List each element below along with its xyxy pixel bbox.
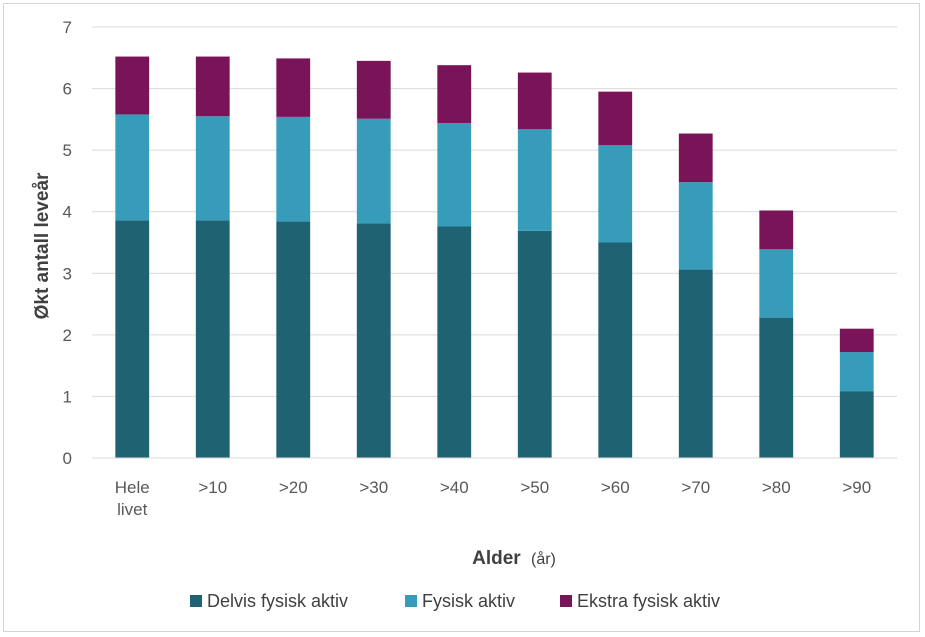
bar-segment xyxy=(839,328,874,353)
x-tick-label: >60 xyxy=(601,478,630,497)
x-tick-label: >10 xyxy=(198,478,227,497)
bar-segment xyxy=(517,72,552,130)
bar-segment xyxy=(356,60,391,119)
y-tick-label: 7 xyxy=(63,18,72,37)
legend: Delvis fysisk aktiv Fysisk aktiv Ekstra fy… xyxy=(190,591,720,611)
x-tick-label: livet xyxy=(117,500,148,519)
x-tick-label: >20 xyxy=(279,478,308,497)
legend-label: Ekstra fysisk aktiv xyxy=(577,591,720,611)
bar-segment xyxy=(839,352,874,392)
legend-swatch xyxy=(560,595,572,607)
bar-segment xyxy=(678,133,713,183)
y-tick-label: 4 xyxy=(63,203,72,222)
y-axis-title: Økt antall leveår xyxy=(32,172,53,319)
x-tick-label: >30 xyxy=(359,478,388,497)
legend-swatch xyxy=(405,595,417,607)
bar-segment xyxy=(839,391,874,458)
bar-segment xyxy=(356,118,391,224)
bar-segment xyxy=(276,58,311,117)
bar-segment xyxy=(115,220,150,458)
bar-segment xyxy=(598,242,633,458)
x-tick-label: >80 xyxy=(762,478,791,497)
y-tick-label: 3 xyxy=(63,264,72,283)
legend-swatch xyxy=(190,595,202,607)
bar-segment xyxy=(759,210,794,250)
bar-segment xyxy=(115,56,150,115)
bar-segment xyxy=(517,230,552,458)
x-tick-label: >40 xyxy=(440,478,469,497)
bar-segment xyxy=(195,56,230,117)
y-tick-label: 1 xyxy=(63,387,72,406)
x-tick-label: >90 xyxy=(842,478,871,497)
bar-segment xyxy=(356,223,391,458)
bar-segment xyxy=(437,123,472,227)
x-axis-title-label: Alder xyxy=(472,548,521,569)
y-tick-label: 0 xyxy=(63,449,72,468)
x-tick-label: Hele xyxy=(115,478,150,497)
bar-segment xyxy=(517,129,552,231)
x-axis-title: Alder (år) xyxy=(472,548,556,569)
bar-segment xyxy=(598,91,633,146)
x-tick-label: >70 xyxy=(681,478,710,497)
bar-segment xyxy=(678,269,713,458)
x-axis-title-unit: (år) xyxy=(531,550,556,568)
bar-segment xyxy=(678,182,713,270)
bar-segment xyxy=(437,65,472,124)
bar-segment xyxy=(195,220,230,458)
y-tick-label: 6 xyxy=(63,80,72,99)
bars xyxy=(115,56,874,458)
bar-segment xyxy=(437,226,472,458)
legend-label: Delvis fysisk aktiv xyxy=(207,591,348,611)
y-tick-label: 2 xyxy=(63,326,72,345)
bar-segment xyxy=(195,116,230,221)
bar-segment xyxy=(276,116,311,222)
bar-segment xyxy=(115,114,150,221)
bar-segment xyxy=(759,249,794,318)
y-axis-ticks: 0 1 2 3 4 5 6 7 xyxy=(63,18,72,468)
x-axis-ticks: Hele livet >10 >20 >30 >40 >50 >60 >70 >80 >90 xyxy=(115,478,871,519)
y-tick-label: 5 xyxy=(63,141,72,160)
legend-label: Fysisk aktiv xyxy=(422,591,515,611)
bar-segment xyxy=(276,221,311,458)
x-tick-label: >50 xyxy=(520,478,549,497)
bar-segment xyxy=(598,145,633,243)
bar-segment xyxy=(759,317,794,458)
